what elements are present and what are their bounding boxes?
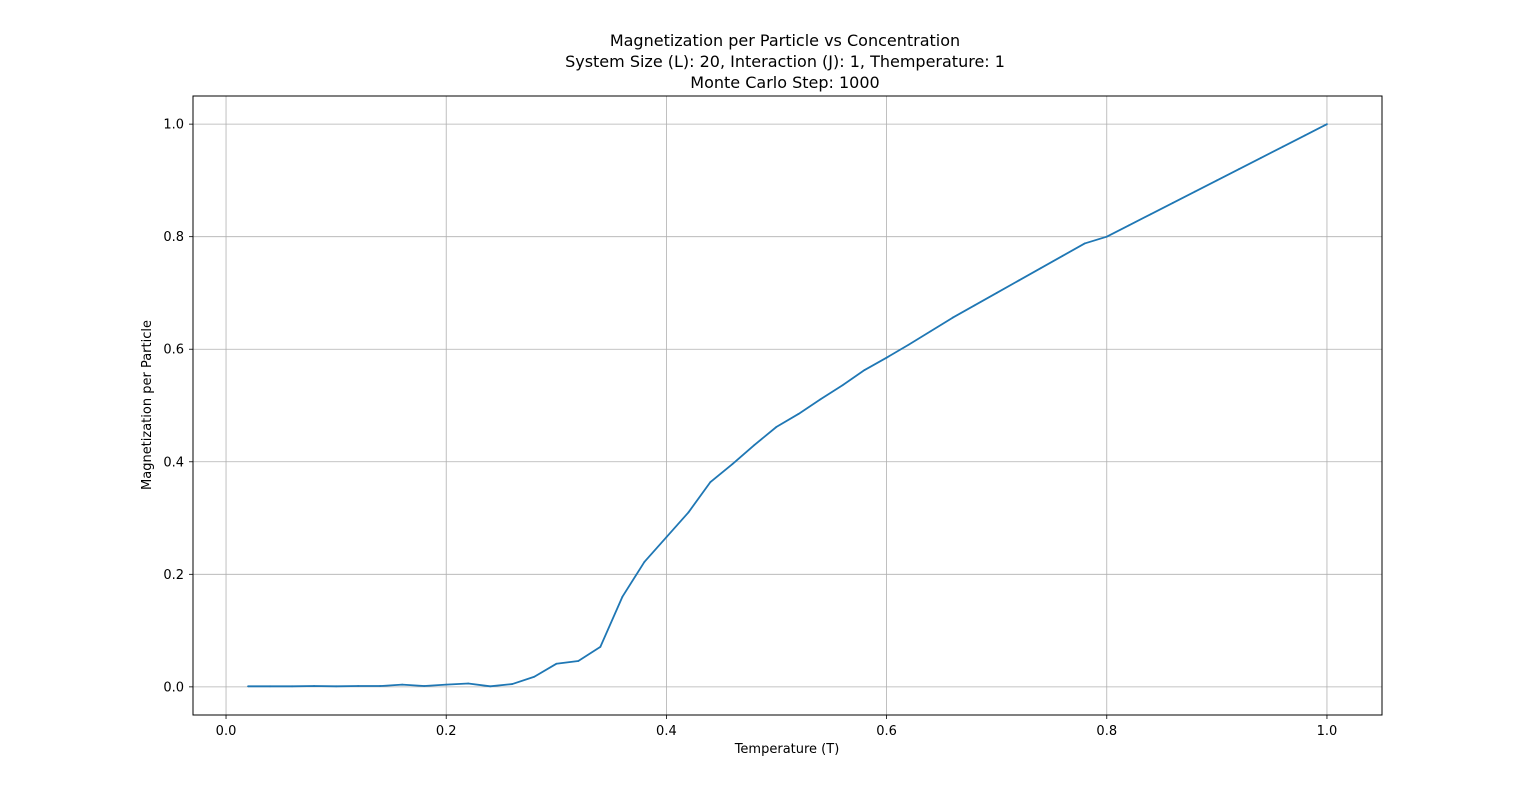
grid-lines	[193, 96, 1382, 715]
x-tick-label: 0.4	[656, 724, 677, 739]
y-tick-label: 0.4	[163, 455, 184, 470]
data-point	[753, 443, 756, 446]
data-point	[863, 369, 866, 371]
data-point	[1326, 123, 1328, 126]
y-axis-label: Magnetization per Particle	[140, 320, 155, 490]
data-point	[335, 685, 338, 688]
data-point	[599, 646, 602, 648]
y-tick-label: 1.0	[163, 118, 184, 133]
chart-title-line-2: System Size (L): 20, Interaction (J): 1,…	[565, 52, 1005, 71]
data-point	[577, 660, 580, 662]
data-point	[1061, 254, 1064, 257]
data-point	[731, 463, 734, 465]
chart-title-line-1: Magnetization per Particle vs Concentrat…	[610, 31, 960, 50]
data-point	[819, 398, 822, 401]
data-point	[929, 330, 932, 333]
data-point	[1127, 224, 1130, 227]
series-group	[247, 123, 1328, 688]
y-tick-label: 0.2	[163, 568, 184, 583]
data-point	[1083, 242, 1086, 245]
chart-title: Magnetization per Particle vs Concentrat…	[565, 31, 1005, 92]
data-point	[423, 685, 426, 687]
data-point	[1260, 157, 1262, 159]
data-point	[1282, 145, 1284, 148]
x-tick-label: 0.2	[436, 724, 457, 739]
data-point	[643, 561, 646, 563]
data-point	[1171, 202, 1174, 204]
data-point	[269, 685, 271, 688]
y-axis-ticks: 0.0 0.2 0.4 0.6 0.8 1.0	[163, 118, 193, 695]
x-axis-label: Temperature (T)	[734, 742, 840, 757]
data-point	[511, 683, 514, 685]
data-point	[687, 511, 690, 514]
data-point	[1017, 279, 1020, 282]
data-point	[1237, 168, 1240, 171]
data-point	[1039, 267, 1042, 270]
data-point	[841, 384, 844, 387]
data-point	[291, 685, 293, 688]
data-point	[995, 292, 998, 294]
y-tick-label: 0.6	[163, 343, 184, 358]
data-point	[797, 413, 800, 415]
data-point	[445, 683, 448, 686]
data-point	[489, 685, 492, 688]
data-point	[467, 682, 470, 685]
data-point	[379, 685, 382, 687]
data-point	[1105, 235, 1108, 238]
data-point	[951, 316, 954, 319]
x-tick-label: 0.8	[1096, 724, 1117, 739]
data-point	[973, 304, 976, 307]
data-point	[1304, 134, 1306, 137]
y-tick-label: 0.0	[163, 680, 184, 695]
data-point	[401, 683, 404, 686]
x-axis-ticks: 0.0 0.2 0.4 0.6 0.8 1.0	[216, 715, 1338, 739]
chart-title-line-3: Monte Carlo Step: 1000	[690, 73, 879, 92]
data-point	[709, 481, 712, 483]
data-point	[555, 662, 558, 665]
data-point	[247, 685, 249, 688]
x-tick-label: 0.0	[216, 724, 237, 739]
data-point	[907, 343, 910, 346]
data-point	[1215, 179, 1218, 182]
data-point	[533, 675, 536, 678]
plot-frame	[192, 95, 1383, 716]
data-point	[1193, 190, 1196, 193]
data-point	[1149, 213, 1152, 216]
data-point	[665, 536, 668, 539]
x-tick-label: 1.0	[1317, 724, 1338, 739]
y-tick-label: 0.8	[163, 230, 184, 245]
series-line	[248, 123, 1328, 688]
data-point	[775, 425, 778, 428]
data-point	[621, 595, 624, 598]
x-tick-label: 0.6	[876, 724, 897, 739]
data-point	[313, 685, 315, 687]
data-point	[885, 356, 888, 359]
data-point	[357, 685, 360, 687]
